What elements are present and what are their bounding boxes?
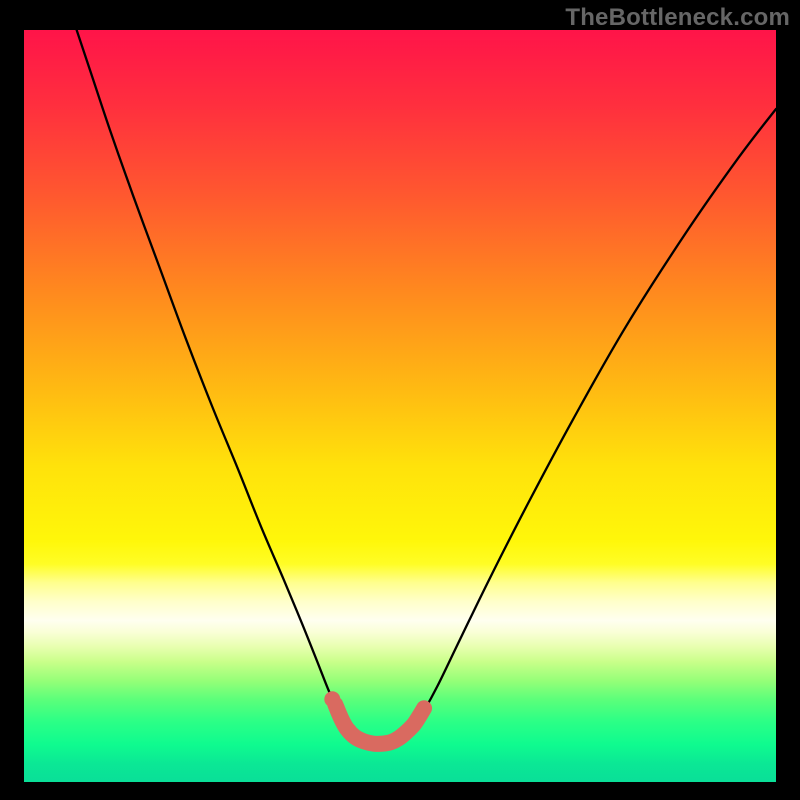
watermark-text: TheBottleneck.com	[565, 4, 790, 32]
plot-background	[24, 30, 776, 782]
highlight-dot-1	[341, 723, 357, 739]
highlight-dot-0	[324, 691, 340, 707]
chart-svg	[0, 0, 800, 800]
chart-container: TheBottleneck.com	[0, 0, 800, 800]
